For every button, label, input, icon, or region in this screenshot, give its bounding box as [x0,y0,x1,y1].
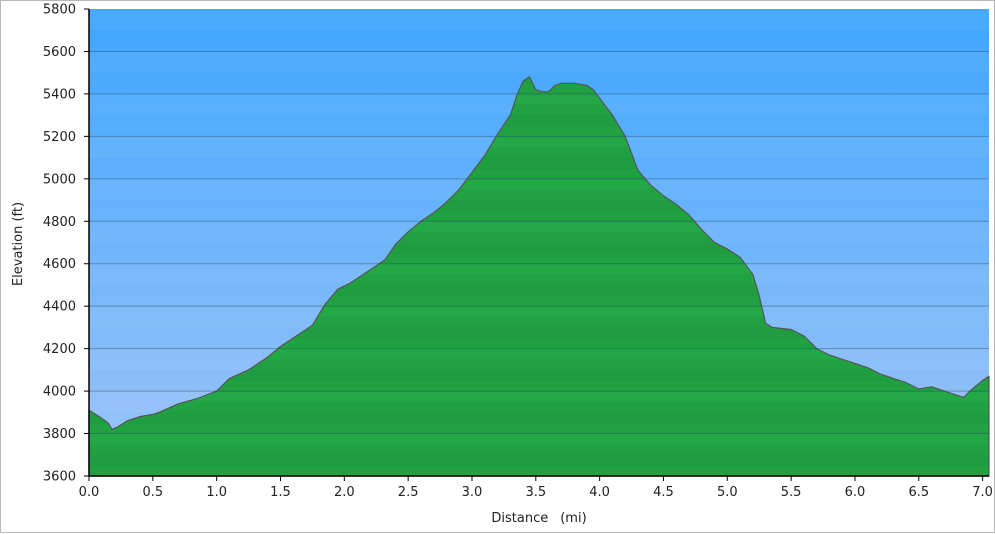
shade-band [89,369,989,381]
y-tick-label: 4800 [43,215,76,230]
sky-band [89,51,989,73]
shade-band [89,444,989,456]
shade-band [89,189,989,201]
shade-band [89,146,989,159]
x-tick-label: 4.5 [653,485,674,500]
y-tick-label: 3800 [43,427,76,442]
shade-band [89,338,989,350]
x-tick-label: 2.5 [398,485,419,500]
shade-band [89,295,989,307]
gridlines [89,50,989,435]
x-axis-title-text: Distance [491,511,548,526]
shade-band [89,125,989,137]
x-tick-label: 5.5 [781,485,802,500]
y-tick-label: 5600 [43,45,76,60]
y-tick-label: 5200 [43,130,76,145]
y-tick-label: 4000 [43,385,76,400]
x-axis-ticks: 0.0 0.5 1.0 1.5 2.0 2.5 3.0 3.5 4.0 4.5 5.0 5.5 6.0 6… [79,476,993,500]
shade-band [89,316,989,328]
y-tick-label: 5400 [43,87,76,102]
shade-band [89,104,989,116]
shade-band [89,412,989,424]
shade-band [89,454,989,466]
y-tick-label: 4200 [43,342,76,357]
x-axis-unit: (mi) [560,511,586,526]
x-tick-label: 3.0 [462,485,483,500]
shade-band [89,359,989,371]
y-tick-label: 5800 [43,3,76,18]
shade-band [89,210,989,222]
sky-band [89,9,989,31]
x-tick-label: 6.0 [845,485,866,500]
shade-band [89,380,989,392]
y-tick-label: 5000 [43,172,76,187]
y-axis-title: Elevation (ft) [11,202,26,286]
y-tick-label: 4600 [43,257,76,272]
shade-band [89,401,989,413]
y-tick-label: 4400 [43,300,76,315]
elevation-fill [89,76,989,477]
shade-band [89,168,989,180]
y-tick-label: 3600 [43,470,76,485]
shade-band [89,274,989,286]
shade-band [89,327,989,339]
shade-band [89,200,989,212]
axes [88,9,989,477]
shade-band [89,157,989,169]
shade-band [89,115,989,127]
x-tick-label: 7.0 [972,485,993,500]
x-tick-label: 1.0 [206,485,227,500]
x-tick-label: 0.5 [142,485,163,500]
shade-band [89,465,989,477]
shade-band [89,284,989,297]
x-tick-label: 3.5 [525,485,546,500]
shade-band [89,242,989,254]
y-axis-ticks: 3600 3800 4000 4200 4400 4600 4800 5000 5200 5400… [43,3,89,485]
x-tick-label: 6.5 [908,485,929,500]
elevation-outline [88,76,990,477]
x-tick-label: 0.0 [79,485,100,500]
shade-band [89,422,989,435]
x-tick-label: 4.0 [589,485,610,500]
shade-band [89,253,989,265]
x-tick-label: 2.0 [334,485,355,500]
x-tick-label: 1.5 [270,485,291,500]
x-tick-label: 5.0 [717,485,738,500]
shade-band [89,231,989,243]
x-axis-title: Distance (mi) [491,511,586,526]
